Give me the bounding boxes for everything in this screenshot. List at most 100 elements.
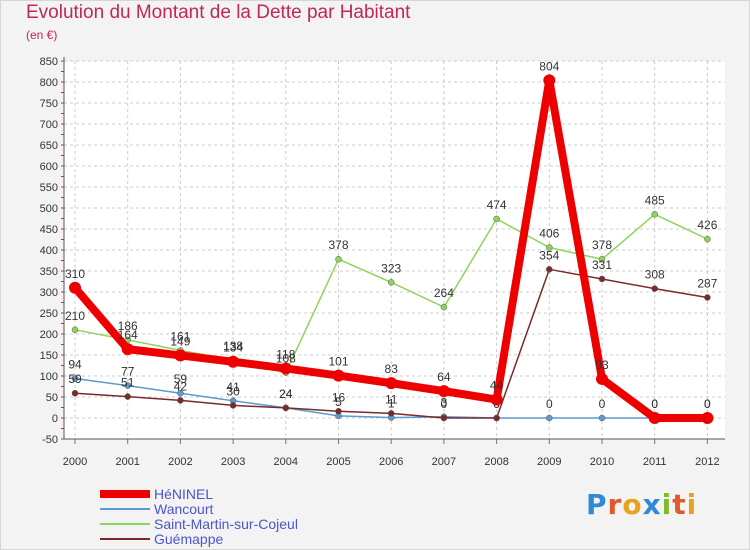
- legend-item: Wancourt: [100, 501, 298, 517]
- chart-legend: HéNINEL Wancourt Saint-Martin-sur-Cojeul Gu…: [100, 485, 298, 547]
- data-point: [177, 397, 184, 404]
- data-label: 331: [592, 258, 612, 272]
- data-point: [598, 255, 606, 263]
- data-label: 0: [704, 397, 711, 411]
- data-point: [229, 402, 237, 409]
- x-tick-label: 2000: [63, 456, 87, 468]
- logo-letter: P: [586, 488, 608, 521]
- data-label: 0: [441, 397, 448, 411]
- chart-title: Evolution du Montant de la Dette par Hab…: [26, 2, 411, 23]
- data-point: [282, 404, 290, 412]
- x-tick-label: 2004: [274, 456, 298, 468]
- x-tick-label: 2005: [326, 456, 350, 468]
- data-point: [543, 74, 556, 87]
- data-label: 287: [697, 276, 717, 290]
- data-point: [651, 211, 658, 218]
- legend-label: Guémappe: [154, 530, 224, 547]
- y-tick-label: 0: [52, 413, 58, 425]
- data-point: [387, 410, 395, 417]
- data-label: 804: [539, 59, 559, 73]
- legend-item: Saint-Martin-sur-Cojeul: [100, 515, 298, 532]
- data-label: 134: [223, 341, 243, 355]
- data-point: [335, 408, 342, 415]
- logo-letter: o: [622, 488, 643, 521]
- legend-label: HéNINEL: [154, 485, 214, 502]
- legend-swatch: [100, 537, 150, 540]
- data-point: [332, 369, 345, 382]
- data-point: [121, 343, 134, 356]
- data-point: [440, 414, 448, 422]
- data-label: 1: [388, 397, 395, 411]
- y-tick-label: 550: [40, 182, 58, 194]
- y-tick-label: 300: [40, 287, 58, 299]
- data-label: 42: [174, 379, 188, 393]
- data-label: 0: [546, 397, 553, 411]
- data-label: 186: [118, 319, 138, 333]
- y-tick-label: 800: [40, 77, 58, 89]
- y-tick-label: 500: [40, 203, 58, 215]
- y-tick-label: 650: [40, 140, 58, 152]
- legend-swatch: [100, 489, 150, 498]
- data-label: 64: [437, 370, 451, 384]
- data-label: 11: [385, 392, 398, 406]
- logo-letter: t: [672, 488, 687, 521]
- x-tick-label: 2001: [115, 456, 139, 468]
- data-label: 24: [279, 387, 293, 401]
- legend-swatch: [100, 507, 150, 510]
- data-label: 474: [487, 198, 507, 212]
- data-point: [493, 215, 500, 223]
- data-label: 101: [328, 355, 348, 369]
- data-point: [596, 372, 608, 385]
- data-label: 94: [68, 358, 82, 372]
- data-label: 0: [599, 397, 606, 411]
- data-point: [701, 412, 714, 424]
- data-label: 83: [385, 362, 399, 376]
- data-label: 5: [335, 395, 342, 409]
- legend-label: Saint-Martin-sur-Cojeul: [154, 515, 298, 532]
- x-tick-label: 2003: [221, 456, 245, 468]
- data-label: 426: [697, 218, 717, 232]
- data-label: 308: [645, 268, 665, 282]
- y-tick-label: 700: [40, 119, 58, 131]
- y-tick-label: 350: [40, 266, 58, 278]
- logo-letter: x: [642, 488, 662, 521]
- y-tick-label: 850: [40, 56, 58, 68]
- data-point: [71, 326, 79, 334]
- y-tick-label: 250: [40, 308, 58, 320]
- data-label: 41: [226, 380, 240, 394]
- data-label: 378: [592, 238, 612, 252]
- data-point: [71, 389, 79, 397]
- data-label: 210: [65, 309, 85, 323]
- y-tick-label: 150: [40, 350, 58, 362]
- data-label: 3: [441, 396, 448, 410]
- data-label: 378: [328, 238, 348, 252]
- data-label: 323: [381, 261, 401, 275]
- y-tick-label: 750: [40, 98, 58, 110]
- data-point: [124, 393, 131, 400]
- x-tick-label: 2006: [379, 456, 403, 468]
- data-point: [440, 303, 448, 311]
- data-point: [69, 281, 81, 294]
- logo-letter: i: [661, 488, 673, 521]
- data-label: 24: [279, 387, 293, 401]
- logo-letter: r: [607, 488, 623, 521]
- data-point: [651, 285, 658, 292]
- data-point: [387, 279, 395, 286]
- data-point: [598, 275, 606, 283]
- data-label: 30: [226, 384, 240, 398]
- data-label: 164: [118, 328, 138, 342]
- data-label: 16: [332, 390, 346, 404]
- x-tick-label: 2008: [484, 456, 508, 468]
- data-label: 264: [434, 286, 454, 300]
- y-tick-label: 50: [46, 392, 58, 404]
- data-point: [335, 255, 342, 263]
- data-label: 0: [704, 397, 711, 411]
- data-point: [227, 355, 240, 368]
- data-label: 310: [65, 267, 85, 281]
- data-label: 59: [68, 372, 82, 386]
- data-label: 161: [170, 329, 190, 343]
- y-tick-label: 600: [40, 161, 58, 173]
- data-point: [704, 235, 711, 243]
- x-tick-label: 2009: [537, 456, 561, 468]
